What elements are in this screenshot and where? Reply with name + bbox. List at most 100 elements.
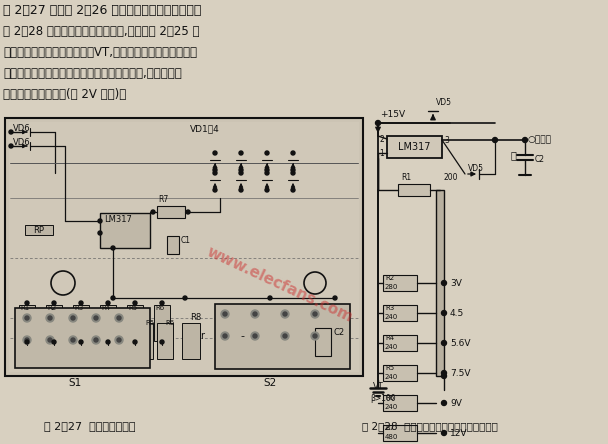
Circle shape (48, 316, 52, 320)
Text: R7: R7 (158, 195, 168, 204)
Text: R7: R7 (385, 425, 394, 431)
Circle shape (239, 171, 243, 175)
Circle shape (239, 188, 243, 192)
Text: -: - (240, 331, 244, 341)
Text: 4.5: 4.5 (450, 309, 465, 317)
Circle shape (223, 334, 227, 338)
Text: ○＋输出: ○＋输出 (528, 135, 552, 144)
Bar (383, 305, 417, 321)
Text: R1: R1 (401, 173, 411, 182)
Circle shape (111, 296, 115, 300)
Circle shape (213, 151, 217, 155)
Circle shape (441, 341, 446, 345)
Circle shape (291, 171, 295, 175)
Circle shape (52, 340, 56, 344)
Text: ＋: ＋ (511, 150, 517, 160)
Text: 5.6V: 5.6V (450, 338, 471, 348)
Bar (15, 308, 150, 368)
Circle shape (213, 171, 217, 175)
Circle shape (69, 336, 77, 344)
Bar (157, 206, 185, 218)
Text: 480: 480 (385, 434, 398, 440)
Circle shape (311, 332, 319, 340)
Circle shape (213, 168, 217, 172)
Text: R5: R5 (385, 365, 394, 371)
Circle shape (265, 151, 269, 155)
Circle shape (115, 314, 123, 322)
Circle shape (92, 336, 100, 344)
Circle shape (9, 130, 13, 134)
Text: r: r (200, 331, 204, 341)
Circle shape (441, 431, 446, 436)
Circle shape (291, 168, 295, 172)
Bar (387, 136, 442, 158)
Text: 1: 1 (379, 148, 384, 158)
Circle shape (221, 310, 229, 318)
Text: 240: 240 (385, 374, 398, 380)
Circle shape (239, 151, 243, 155)
Text: 间保持为较低电压值(约 2V 左右)。: 间保持为较低电压值(约 2V 左右)。 (3, 88, 126, 101)
Text: VD5: VD5 (436, 98, 452, 107)
Text: R4: R4 (385, 335, 394, 341)
Circle shape (25, 316, 29, 320)
Text: 240: 240 (385, 344, 398, 350)
Circle shape (213, 188, 217, 192)
Text: 图 2－27  改进型印制板图: 图 2－27 改进型印制板图 (44, 421, 136, 431)
Circle shape (23, 314, 31, 322)
Circle shape (221, 332, 229, 340)
Bar (215, 304, 350, 369)
Text: R6: R6 (165, 320, 174, 326)
Bar (383, 335, 417, 351)
Text: C2: C2 (535, 155, 545, 164)
Circle shape (94, 338, 98, 342)
Bar (5, 118, 363, 376)
Text: 240: 240 (385, 314, 398, 320)
Circle shape (283, 312, 287, 316)
Circle shape (313, 334, 317, 338)
Circle shape (23, 336, 31, 344)
Circle shape (133, 301, 137, 305)
Text: R2: R2 (47, 305, 56, 311)
Circle shape (69, 314, 77, 322)
Text: C2: C2 (333, 328, 344, 337)
Text: LM317: LM317 (398, 142, 430, 152)
Circle shape (311, 310, 319, 318)
Circle shape (441, 373, 446, 378)
Text: R5: R5 (128, 305, 137, 311)
Bar (9, 122, 359, 372)
Text: 图 2－28 为改进后的可调稳压电源,它是在图 2－25 的: 图 2－28 为改进后的可调稳压电源,它是在图 2－25 的 (3, 25, 199, 38)
Text: VD6: VD6 (13, 124, 30, 133)
Text: R5: R5 (145, 320, 154, 326)
Circle shape (79, 301, 83, 305)
Text: 240: 240 (385, 404, 398, 410)
Bar (25, 225, 53, 235)
Circle shape (239, 168, 243, 172)
Circle shape (281, 310, 289, 318)
Circle shape (106, 301, 110, 305)
Circle shape (52, 301, 56, 305)
Text: R8: R8 (190, 313, 201, 322)
Circle shape (160, 340, 164, 344)
Bar (383, 395, 417, 411)
Circle shape (106, 340, 110, 344)
Circle shape (253, 334, 257, 338)
Circle shape (117, 338, 121, 342)
Bar (46, 305, 62, 341)
Text: S2: S2 (263, 378, 277, 388)
Text: 280: 280 (385, 284, 398, 290)
Text: R1: R1 (20, 305, 29, 311)
Text: VT: VT (373, 382, 384, 391)
Text: 12V: 12V (450, 428, 468, 437)
Text: +15V: +15V (380, 110, 405, 119)
Text: www.elecfans.com: www.elecfans.com (204, 245, 356, 325)
Circle shape (268, 296, 272, 300)
Circle shape (92, 314, 100, 322)
Text: LM317: LM317 (104, 215, 132, 224)
Circle shape (313, 312, 317, 316)
Circle shape (251, 332, 259, 340)
Circle shape (265, 188, 269, 192)
Circle shape (115, 336, 123, 344)
Circle shape (133, 340, 137, 344)
Circle shape (283, 334, 287, 338)
Text: VD6: VD6 (13, 138, 30, 147)
